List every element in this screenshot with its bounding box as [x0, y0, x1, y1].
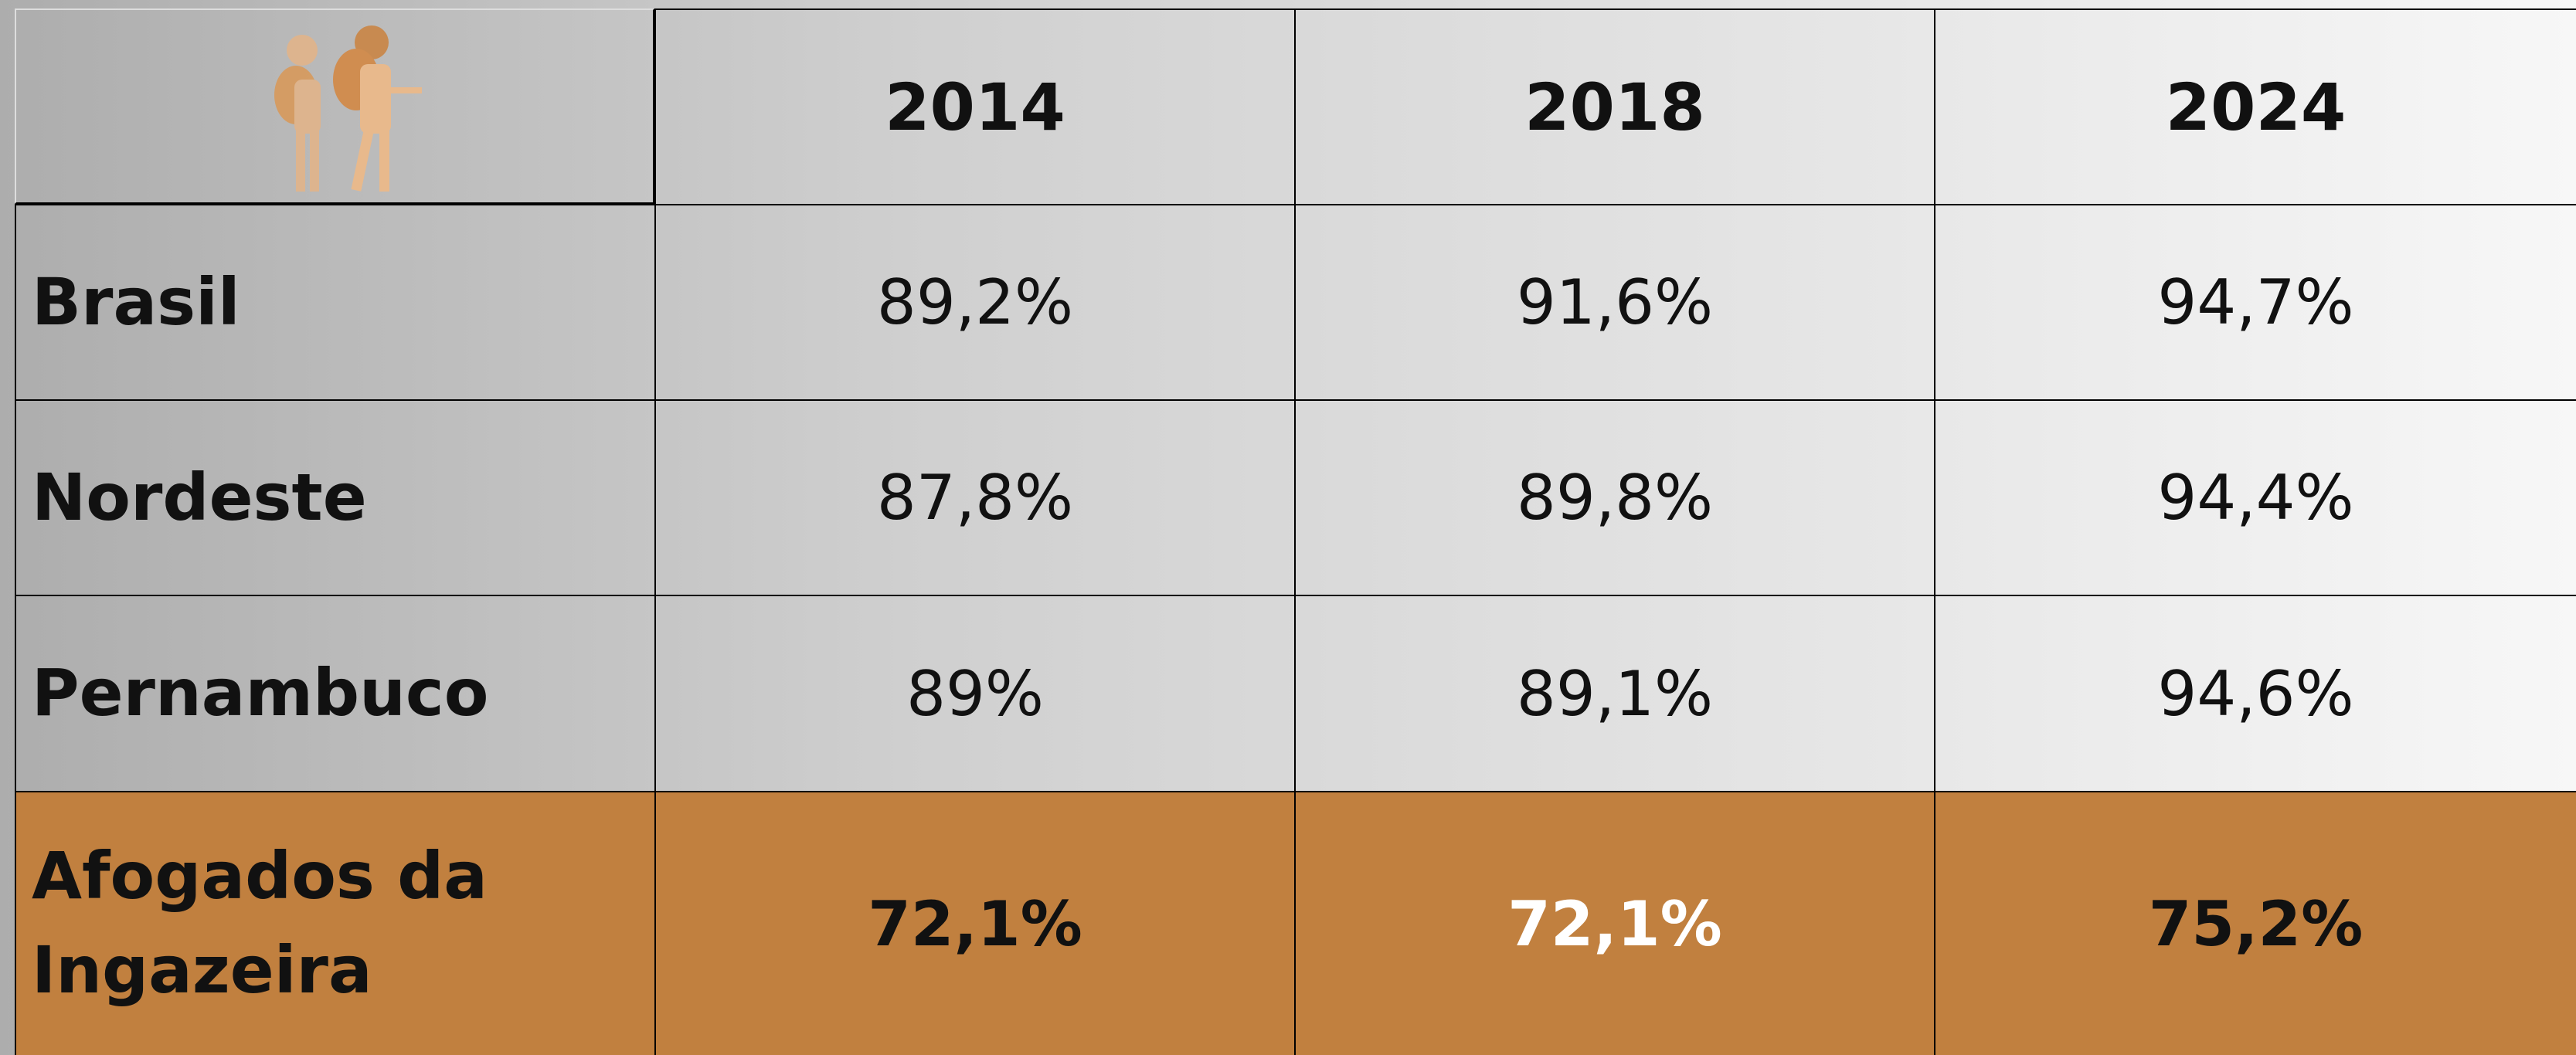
- column-header: 2014: [654, 8, 1296, 205]
- row-label: Pernambuco: [15, 595, 656, 792]
- value-cell: 94,7%: [1934, 204, 2576, 401]
- value-cell: 94,4%: [1934, 399, 2576, 596]
- row-label: Afogados da Ingazeira: [15, 791, 656, 1055]
- row-label: Brasil: [15, 204, 656, 401]
- value-cell: 72,1%: [654, 791, 1296, 1055]
- value-cell: 75,2%: [1934, 791, 2576, 1055]
- column-header: 2018: [1294, 8, 1935, 205]
- value-cell: 89%: [654, 595, 1296, 792]
- value-cell: 87,8%: [654, 399, 1296, 596]
- value-cell: 91,6%: [1294, 204, 1935, 401]
- value-cell: 89,1%: [1294, 595, 1935, 792]
- icon-cell: [15, 8, 654, 204]
- value-cell: 72,1%: [1294, 791, 1935, 1055]
- column-header: 2024: [1934, 8, 2576, 205]
- value-cell: 89,2%: [654, 204, 1296, 401]
- people-icon: [274, 25, 422, 192]
- value-cell: 89,8%: [1294, 399, 1935, 596]
- row-label: Nordeste: [15, 399, 656, 596]
- value-cell: 94,6%: [1934, 595, 2576, 792]
